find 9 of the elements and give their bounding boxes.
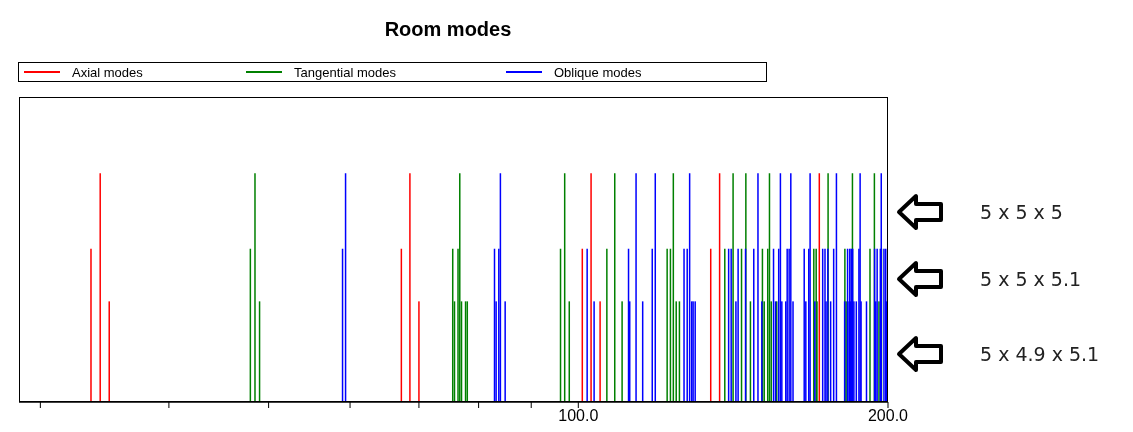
text: 5 x 5 x 5.1 <box>980 268 1082 290</box>
x-tick-label: 200.0 <box>867 407 909 425</box>
text: 5 x 4.9 x 5.1 <box>980 343 1100 365</box>
legend-label: Oblique modes <box>554 64 642 80</box>
x-tick-label: 100.0 <box>558 407 599 425</box>
legend-label: Axial modes <box>72 64 143 80</box>
text: 5 x 5 x 5 <box>980 201 1063 223</box>
chart-title: Room modes <box>383 18 513 41</box>
legend-label: Tangential modes <box>294 64 396 80</box>
